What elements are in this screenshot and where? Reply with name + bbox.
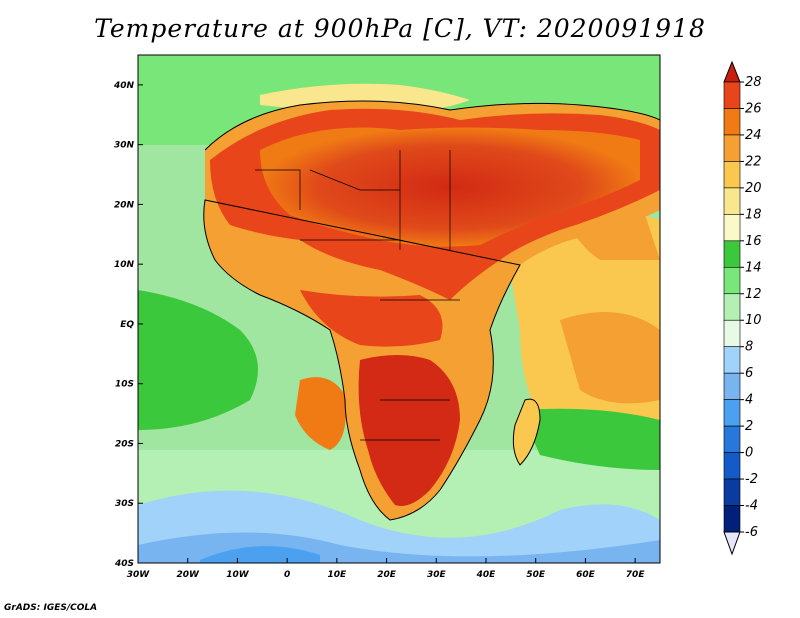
colorbar-level-label: 24 [745,128,762,143]
colorbar-swatch [723,319,741,348]
colorbar-level-label: 26 [745,101,762,116]
colorbar-swatch [723,505,741,533]
colorbar-swatch [723,425,741,453]
lon-tick-label: 60E [576,570,596,580]
colorbar-swatch [723,214,741,242]
lat-tick-label: 40S [114,559,134,569]
colorbar-swatch [723,240,741,268]
lat-tick-label: 10S [115,380,134,390]
lon-tick-label: 10W [226,570,250,580]
colorbar-level-label: 28 [745,75,762,90]
lat-tick-label: 30S [115,499,134,509]
lon-axis: 30W 20W 10W 0 10E 20E 30E 40E 50E 60E 70E [127,558,646,580]
lon-tick-label: 0 [284,570,290,580]
colorbar-level-label: 4 [745,393,753,408]
lat-tick-label: 10N [114,260,135,270]
colorbar-level-label: 0 [745,446,753,461]
colorbar-swatch [723,399,741,427]
colorbar-swatch [723,161,741,189]
colorbar-level-label: 22 [745,154,762,169]
lon-tick-label: 20E [377,570,397,580]
map-frame [137,54,661,564]
country-borders [255,150,460,441]
colorbar-level-label: -2 [745,472,758,487]
atlantic-green [138,290,258,430]
colorbar-level-label: 16 [745,234,762,249]
colorbar-swatch [723,81,741,109]
central-africa [300,290,443,347]
lat-axis: 40N 30N 20N 10N EQ 10S 20S 30S 40S [113,81,143,569]
colorbar-level-label: -4 [745,499,758,514]
colorbar-level-label: 14 [745,260,762,275]
namibia-coast [295,377,346,450]
lon-tick-label: 20W [176,570,200,580]
madagascar [513,399,540,465]
colorbar-swatch [723,108,741,136]
southern-africa-core [358,355,460,506]
lon-tick-label: 40E [476,570,497,580]
colorbar-level-label: 12 [745,287,762,302]
coastline [203,100,660,521]
lon-tick-label: 30W [127,570,151,580]
lat-tick-label: 30N [114,141,135,151]
grads-credit: GrADS: IGES/COLA [4,603,98,613]
colorbar-swatch [723,134,741,162]
colorbar-swatch [723,478,741,506]
madagascar-outline [512,398,541,466]
colorbar-swatch [723,187,741,215]
colorbar-level-label: 6 [745,366,753,381]
chart-title: Temperature at 900hPa [C], VT: 202009191… [94,14,706,43]
colorbar-level-label: 20 [745,181,762,196]
colorbar-top-arrow [723,60,741,83]
colorbar-level-label: -6 [745,525,758,540]
indian-ocean-warmer [560,312,660,404]
colorbar-level-label: 10 [745,313,762,328]
colorbar-bottom-arrow [723,531,741,556]
lon-tick-label: 30E [427,570,447,580]
colorbar-level-label: 2 [745,419,753,434]
lon-tick-label: 50E [526,570,546,580]
map-area [138,55,660,563]
colorbar-level-label: 8 [745,340,753,355]
lon-tick-label: 10E [328,570,348,580]
coldest-water [200,546,320,563]
lat-tick-label: 40N [113,81,135,91]
colorbar-swatch [723,293,741,321]
indian-ocean-green [520,408,660,470]
lat-tick-label: 20N [114,200,135,210]
lat-tick-label: 20S [115,439,134,449]
colorbar-swatch [723,346,741,374]
lon-tick-label: 70E [626,570,646,580]
lat-tick-label: EQ [120,320,134,330]
colorbar-swatch [723,452,741,480]
colorbar-swatch [723,266,741,295]
colorbar-level-label: 18 [745,207,762,222]
colorbar-swatch [723,372,741,400]
